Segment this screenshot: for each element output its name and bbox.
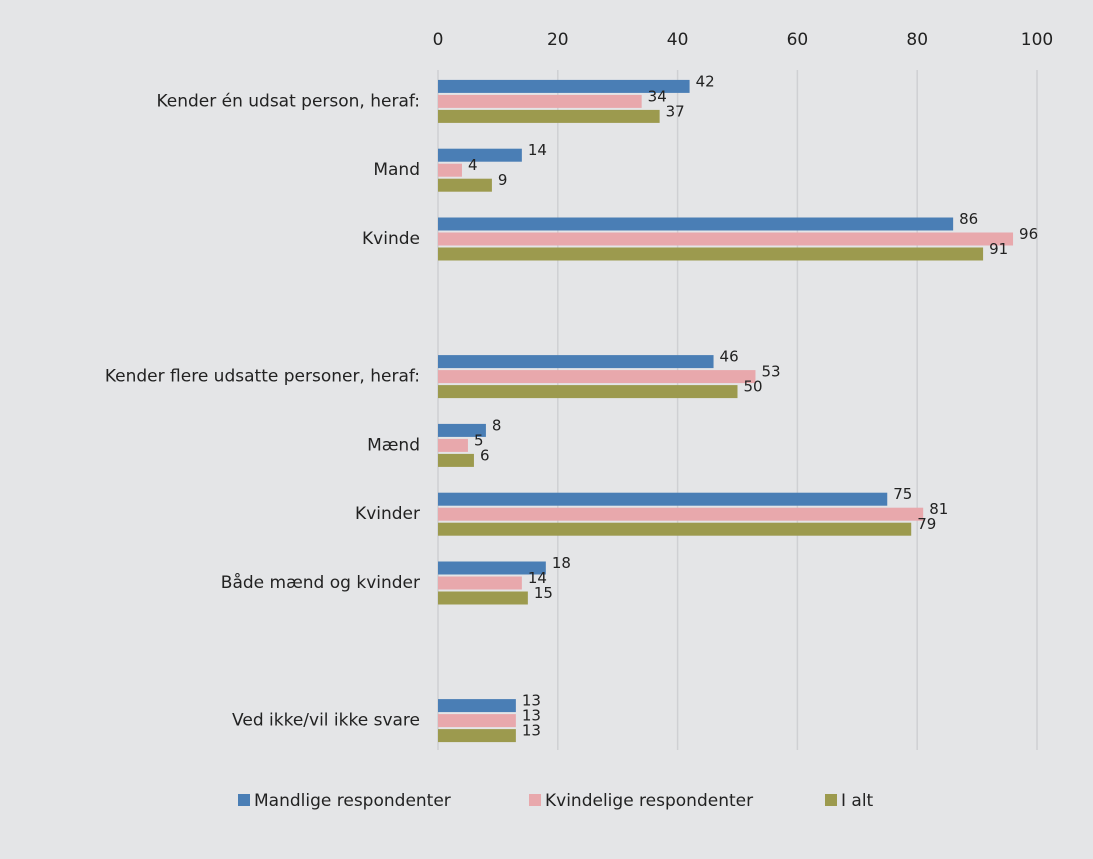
value-label: 50 [744,378,763,396]
value-label: 91 [989,240,1008,258]
value-label: 15 [534,584,553,602]
y-tick-label: Ved ikke/vil ikke svare [232,711,420,731]
value-label: 37 [666,102,685,120]
value-label: 96 [1019,225,1038,243]
y-tick-label: Kender én udsat person, heraf: [156,91,420,111]
bar [438,576,522,590]
value-label: 9 [498,171,508,189]
value-label: 79 [917,515,936,533]
y-tick-label: Mænd [367,435,420,455]
bar [438,232,1014,246]
value-label: 81 [929,500,948,518]
value-label: 34 [648,87,667,105]
bar [438,423,486,437]
value-label: 18 [552,554,571,572]
x-tick-label: 40 [667,30,689,50]
bar [438,492,888,506]
value-label: 86 [959,210,978,228]
value-label: 42 [696,72,715,90]
bar [438,370,756,384]
bar [438,729,516,743]
x-tick-label: 100 [1021,30,1053,50]
value-label: 53 [761,363,780,381]
bar [438,591,528,605]
x-tick-label: 60 [787,30,809,50]
bar [438,217,954,231]
bar [438,355,714,369]
y-tick-label: Kvinder [355,504,420,524]
bar [438,79,690,93]
bar [438,94,642,108]
x-tick-label: 20 [547,30,569,50]
legend-label: Mandlige respondenter [254,791,451,811]
legend-label: Kvindelige respondenter [545,791,753,811]
legend-swatch [238,794,250,806]
x-tick-label: 80 [906,30,928,50]
y-tick-label: Kender flere udsatte personer, heraf: [105,367,420,387]
bar [438,385,738,399]
bar [438,178,492,192]
y-tick-label: Kvinde [362,229,420,249]
bar [438,699,516,713]
value-label: 5 [474,431,484,449]
value-label: 6 [480,446,490,464]
y-tick-label: Både mænd og kvinder [221,572,420,593]
bar [438,453,474,467]
value-label: 4 [468,156,478,174]
bar [438,438,468,452]
legend-swatch [825,794,837,806]
value-label: 8 [492,416,502,434]
bar [438,163,462,177]
bar [438,109,660,123]
value-label: 13 [522,707,541,725]
bar [438,522,912,536]
y-tick-label: Mand [373,160,420,180]
legend-swatch [529,794,541,806]
bar [438,507,924,521]
x-tick-label: 0 [433,30,444,50]
value-label: 14 [528,569,547,587]
bar [438,247,984,261]
value-label: 14 [528,141,547,159]
value-label: 13 [522,722,541,740]
bar [438,714,516,728]
value-label: 13 [522,692,541,710]
bar [438,561,546,575]
bar [438,148,522,162]
value-label: 75 [893,485,912,503]
legend-label: I alt [841,791,874,811]
value-label: 46 [720,348,739,366]
